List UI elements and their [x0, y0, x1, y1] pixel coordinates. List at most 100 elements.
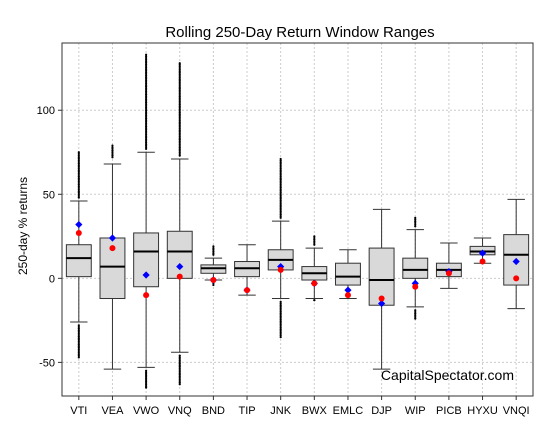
outlier-point	[178, 381, 181, 384]
outlier-point	[145, 128, 148, 131]
outlier-point	[77, 193, 80, 196]
outlier-point	[145, 60, 148, 63]
outlier-point	[77, 173, 80, 177]
outlier-point	[145, 138, 148, 141]
red-dot-marker	[445, 270, 452, 277]
outlier-point	[178, 76, 181, 79]
box-picb	[435, 242, 462, 289]
outlier-point	[77, 194, 80, 198]
outlier-point	[145, 58, 148, 61]
outlier-point	[77, 327, 80, 330]
outlier-point	[178, 97, 181, 100]
outlier-point	[145, 104, 148, 107]
outlier-point	[77, 159, 80, 162]
outlier-point	[145, 127, 148, 130]
outlier-point	[178, 138, 181, 141]
outlier-point	[414, 312, 417, 315]
outlier-point	[145, 117, 148, 120]
outlier-point	[279, 192, 282, 196]
outlier-point	[178, 73, 181, 76]
outlier-point	[111, 151, 114, 154]
outlier-point	[178, 124, 181, 127]
outlier-point	[279, 208, 282, 211]
outlier-point	[414, 315, 417, 319]
outlier-point	[279, 172, 282, 175]
outlier-point	[279, 311, 282, 315]
outlier-point	[178, 132, 181, 135]
outlier-point	[145, 369, 148, 372]
outlier-point	[145, 64, 148, 68]
outlier-point	[279, 323, 282, 326]
outlier-point	[279, 189, 282, 192]
outlier-point	[77, 190, 80, 193]
outlier-point	[178, 375, 181, 378]
outlier-point	[178, 354, 181, 357]
outlier-point	[178, 367, 181, 370]
outlier-point	[279, 161, 282, 164]
outlier-point	[145, 68, 148, 71]
outlier-point	[212, 248, 215, 251]
outlier-point	[279, 210, 282, 213]
red-dot-marker	[176, 273, 183, 280]
outlier-point	[279, 176, 282, 180]
outlier-point	[178, 63, 181, 66]
outlier-point	[313, 243, 316, 246]
outlier-point	[313, 241, 316, 245]
outlier-point	[77, 324, 80, 327]
outlier-point	[212, 250, 215, 253]
blue-diamond-marker	[142, 271, 150, 279]
outlier-point	[414, 223, 417, 226]
outlier-point	[145, 103, 148, 106]
outlier-point	[77, 191, 80, 194]
outlier-point	[279, 326, 282, 329]
outlier-point	[77, 341, 80, 345]
box-tip	[234, 244, 260, 296]
grid-lines	[62, 43, 533, 396]
outlier-point	[77, 346, 80, 349]
outlier-point	[145, 87, 148, 90]
outlier-point	[279, 211, 282, 215]
outlier-point	[145, 109, 148, 112]
outlier-point	[279, 186, 282, 189]
outlier-point	[414, 225, 417, 228]
iqr-box	[65, 244, 92, 278]
outlier-point	[77, 325, 80, 329]
blue-diamond-marker	[512, 257, 520, 266]
outlier-point	[212, 245, 215, 248]
outlier-point	[178, 117, 181, 121]
outlier-point	[279, 194, 282, 197]
outlier-point	[178, 373, 181, 376]
outlier-point	[279, 213, 282, 216]
outlier-point	[279, 184, 282, 188]
outlier-point	[77, 345, 80, 348]
outlier-point	[145, 53, 148, 56]
box-hyxu	[469, 237, 496, 265]
outlier-point	[77, 351, 80, 354]
outlier-point	[145, 101, 148, 104]
outlier-point	[279, 303, 282, 307]
outlier-point	[178, 125, 181, 129]
outlier-point	[77, 196, 80, 199]
outlier-point	[279, 183, 282, 186]
outlier-point	[279, 202, 282, 205]
red-dot-marker	[479, 258, 486, 265]
outlier-point	[145, 135, 148, 138]
outlier-point	[77, 349, 80, 353]
box-wip	[402, 216, 429, 320]
outlier-point	[178, 66, 181, 70]
outlier-point	[178, 148, 181, 151]
blue-diamond-marker	[75, 220, 83, 229]
outlier-point	[145, 143, 148, 146]
outlier-point	[145, 139, 148, 143]
outlier-point	[178, 84, 181, 87]
outlier-point	[212, 252, 215, 255]
x-tick-label: JNK	[270, 405, 291, 417]
outlier-point	[178, 105, 181, 108]
iqr-box	[133, 232, 160, 288]
outlier-point	[279, 324, 282, 328]
outlier-point	[414, 216, 417, 219]
outlier-point	[77, 335, 80, 338]
outlier-point	[178, 101, 181, 105]
outlier-point	[279, 310, 282, 313]
